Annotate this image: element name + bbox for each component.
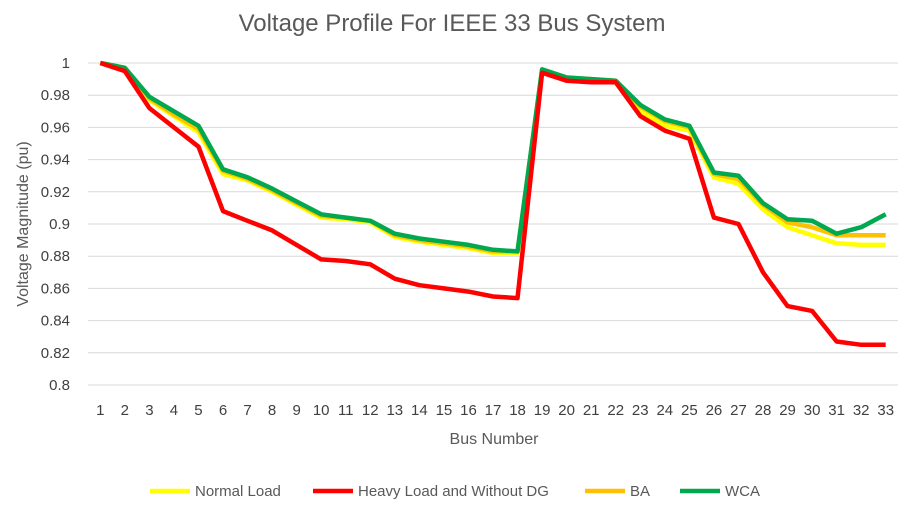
x-tick-label: 23: [632, 402, 649, 419]
x-tick-label: 21: [583, 402, 600, 419]
chart-title: Voltage Profile For IEEE 33 Bus System: [239, 10, 666, 37]
x-tick-label: 31: [828, 402, 845, 419]
legend-item: WCA: [680, 483, 760, 500]
y-axis-ticks: 0.8 0.82 0.84 0.86 0.88 0.9 0.92 0.94 0.96 0.98 1: [41, 55, 70, 394]
x-tick-label: 29: [779, 402, 796, 419]
x-tick-label: 30: [804, 402, 821, 419]
x-tick-label: 5: [194, 402, 202, 419]
x-tick-label: 9: [292, 402, 300, 419]
x-tick-label: 17: [485, 402, 502, 419]
legend-label: WCA: [725, 483, 760, 500]
y-tick-label: 0.84: [41, 313, 70, 330]
y-tick-label: 0.8: [49, 377, 70, 394]
y-tick-label: 0.82: [41, 345, 70, 362]
legend-item: BA: [585, 483, 650, 500]
y-tick-label: 0.92: [41, 184, 70, 201]
y-tick-label: 0.88: [41, 248, 70, 265]
series-lines: [99, 60, 887, 348]
x-tick-label: 10: [313, 402, 330, 419]
y-tick-label: 0.94: [41, 152, 70, 169]
x-tick-label: 28: [755, 402, 772, 419]
x-tick-label: 11: [338, 402, 354, 419]
y-tick-label: 0.9: [49, 216, 70, 233]
legend-label: Heavy Load and Without DG: [358, 483, 549, 500]
series-line-wca: [99, 60, 887, 254]
x-tick-label: 24: [656, 402, 673, 419]
x-tick-label: 15: [436, 402, 453, 419]
x-axis-ticks: 1 2 3 4 5 6 7 8 9 10 11 12 13 14 15 16 17 18 19 20 21 22 23 24 2…: [96, 402, 894, 419]
x-tick-label: 18: [509, 402, 526, 419]
x-tick-label: 25: [681, 402, 698, 419]
x-tick-label: 8: [268, 402, 276, 419]
y-tick-label: 0.98: [41, 87, 70, 104]
y-tick-label: 1: [62, 55, 70, 72]
legend: Normal Load Heavy Load and Without DG BA WC…: [150, 483, 760, 500]
x-tick-label: 19: [534, 402, 551, 419]
x-tick-label: 6: [219, 402, 227, 419]
y-tick-label: 0.96: [41, 119, 70, 136]
x-tick-label: 33: [877, 402, 894, 419]
x-tick-label: 12: [362, 402, 379, 419]
x-tick-label: 3: [145, 402, 153, 419]
x-tick-label: 13: [386, 402, 403, 419]
series-line-heavy-load-and-without-dg: [99, 60, 886, 348]
x-tick-label: 16: [460, 402, 477, 419]
legend-label: BA: [630, 483, 650, 500]
legend-item: Heavy Load and Without DG: [313, 483, 549, 500]
x-axis-title: Bus Number: [450, 431, 540, 448]
x-tick-label: 26: [706, 402, 723, 419]
y-tick-label: 0.86: [41, 280, 70, 297]
x-tick-label: 7: [243, 402, 251, 419]
x-tick-label: 4: [170, 402, 178, 419]
x-tick-label: 27: [730, 402, 747, 419]
legend-item: Normal Load: [150, 483, 281, 500]
y-axis-title: Voltage Magnitude (pu): [15, 141, 32, 306]
x-tick-label: 20: [558, 402, 575, 419]
x-tick-label: 2: [121, 402, 129, 419]
x-tick-label: 14: [411, 402, 428, 419]
x-tick-label: 22: [607, 402, 624, 419]
legend-label: Normal Load: [195, 483, 281, 500]
x-tick-label: 32: [853, 402, 870, 419]
gridlines: [88, 62, 898, 386]
x-tick-label: 1: [96, 402, 104, 419]
